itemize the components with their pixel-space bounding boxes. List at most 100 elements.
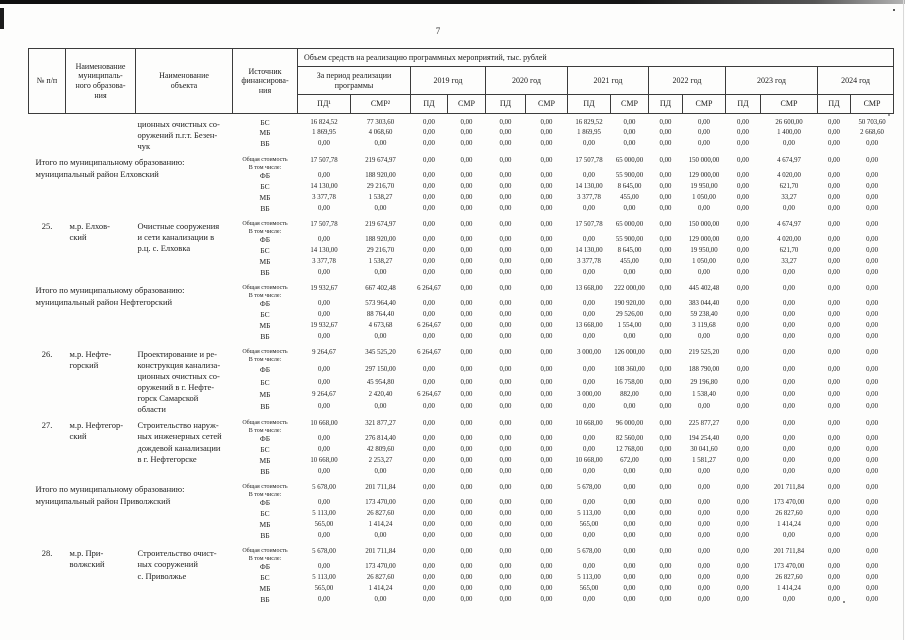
table-row: БС 0,00 88 764,40 0,00 0,00 0,00 0,00 0,00 29 52… [29,310,894,322]
object-name: ционных очистных со- оружений п.г.т. Без… [137,119,220,152]
amount-cell: 0,00 [737,563,749,571]
amount-cell: 5 113,00 [577,510,601,518]
table-row: БС 5 113,00 26 827,60 0,00 0,00 0,00 0,00 5 113… [29,574,894,585]
amount-cell: 565,00 [314,585,334,593]
amount-cell: 0,00 [698,140,710,148]
amount-cell: 201 711,84 [773,548,805,556]
amount-cell: 0,00 [737,585,749,593]
amount-cell: 0,00 [460,457,473,465]
table-row: ФБ 0,00 173 470,00 0,00 0,00 0,00 0,00 0,00 0,00… [29,499,894,510]
period-header: За период реализации программы [297,66,411,95]
funding-source: МБ [259,520,271,530]
amount-cell: 0,00 [659,468,672,476]
amount-cell: 129 000,00 [688,236,720,244]
amount-cell: 0,00 [460,194,473,202]
amount-cell: 0,00 [783,468,795,476]
amount-cell: 0,00 [783,596,795,604]
amount-cell: 0,00 [540,258,553,266]
amount-cell: 0,00 [460,157,473,165]
amount-cell: 0,00 [737,194,749,202]
amount-cell: 0,00 [499,563,512,571]
amount-cell: 29 196,80 [690,378,718,386]
amount-cell: 0,00 [423,311,435,319]
amount-cell: 82 560,00 [615,435,644,443]
municipality-total-label: Итого по муниципальному образованию: мун… [35,484,185,506]
amount-cell: 0,00 [499,366,512,374]
amount-cell: 0,00 [374,596,387,604]
amount-cell: 0,00 [540,532,553,540]
amount-cell: 0,00 [623,403,636,411]
amount-cell: 0,00 [623,333,636,341]
amount-cell: 0,00 [460,172,473,180]
row-number: 28. [41,548,53,559]
amount-cell: 0,00 [583,403,595,411]
amount-cell: 0,00 [423,510,435,518]
amount-cell: 0,00 [460,420,473,428]
amount-cell: 0,00 [499,378,512,386]
amount-cell: 0,00 [499,499,512,507]
table-row: МБ 9 264,67 2 420,40 6 264,67 0,00 0,00 0,00 3 … [29,390,894,403]
amount-cell: 0,00 [737,140,749,148]
amount-cell: 0,00 [623,269,636,277]
amount-cell: 17 507,78 [575,221,603,229]
amount-cell: 0,00 [460,236,473,244]
amount-cell: 26 827,60 [775,574,803,582]
amount-cell: 0,00 [318,333,330,341]
amount-cell: 0,00 [540,457,553,465]
amount-cell: 0,00 [866,333,878,341]
amount-cell: 1 869,95 [312,128,336,136]
municipality-name: м.р. Нефтегор- ский [69,420,124,442]
amount-cell: 0,00 [499,521,512,529]
amount-cell: 0,00 [737,258,749,266]
amount-cell: 0,00 [866,499,878,507]
amount-cell: 0,00 [866,378,878,386]
municipality-name: м.р. Нефте- горский [69,349,112,371]
amount-cell: 0,00 [540,322,553,330]
amount-cell: 0,00 [866,435,878,443]
amount-cell: 0,00 [540,140,553,148]
amount-cell: 0,00 [423,403,435,411]
amount-cell: 0,00 [423,420,435,428]
amount-cell: 0,00 [828,205,840,213]
amount-cell: 4 020,00 [777,236,801,244]
amount-cell: 0,00 [423,366,435,374]
amount-cell: 0,00 [540,510,553,518]
municipality-total-label: Итого по муниципальному образованию: мун… [35,285,185,307]
amount-cell: 0,00 [866,563,878,571]
amount-cell: 0,00 [866,574,878,582]
amount-cell: 0,00 [423,574,435,582]
funding-source: БС [260,246,270,256]
amount-cell: 0,00 [423,119,435,126]
amount-cell: 9 264,67 [312,349,336,357]
amount-cell: 188 920,00 [365,236,396,244]
amount-cell: 0,00 [423,457,435,465]
table-row: МБ 1 869,95 4 068,60 0,00 0,00 0,00 0,00 1 869,… [29,128,894,141]
amount-cell: 0,00 [698,269,710,277]
amount-cell: 65 000,00 [615,221,644,229]
funding-source: ВБ [260,402,270,412]
amount-cell: 201 711,84 [365,548,396,556]
amount-cell: 0,00 [866,140,878,148]
amount-cell: 0,00 [623,484,636,492]
table-row: МБ 565,00 1 414,24 0,00 0,00 0,00 0,00 565,00 0,… [29,521,894,532]
amount-cell: 219 674,97 [365,221,396,229]
amount-cell: 0,00 [318,596,330,604]
amount-cell: 8 645,00 [617,183,642,191]
funding-source: ВБ [260,595,270,605]
amount-cell: 0,00 [499,172,512,180]
amount-cell: 0,00 [737,236,749,244]
amount-cell: 33,27 [781,258,797,266]
amount-cell: 0,00 [698,521,710,529]
table-block: ционных очистных со- оружений п.г.т. Без… [29,114,894,153]
amount-cell: 201 711,84 [365,484,396,492]
header-row-subcolumns: ПД¹ СМР² ПД СМР ПД СМР ПД СМР ПД СМР ПД СМР ПД СМР [29,94,895,114]
amount-cell: 0,00 [499,140,512,148]
amount-cell: 0,00 [540,349,553,357]
amount-cell: 0,00 [623,119,636,126]
amount-cell: 33,27 [781,194,797,202]
table-row: ВБ 0,00 0,00 0,00 0,00 0,00 0,00 0,00 0,00 0,00 0,… [29,204,894,216]
amount-cell: 0,00 [460,532,473,540]
amount-cell: 0,00 [374,333,387,341]
amount-cell: 0,00 [583,532,595,540]
amount-cell: 0,00 [659,510,672,518]
